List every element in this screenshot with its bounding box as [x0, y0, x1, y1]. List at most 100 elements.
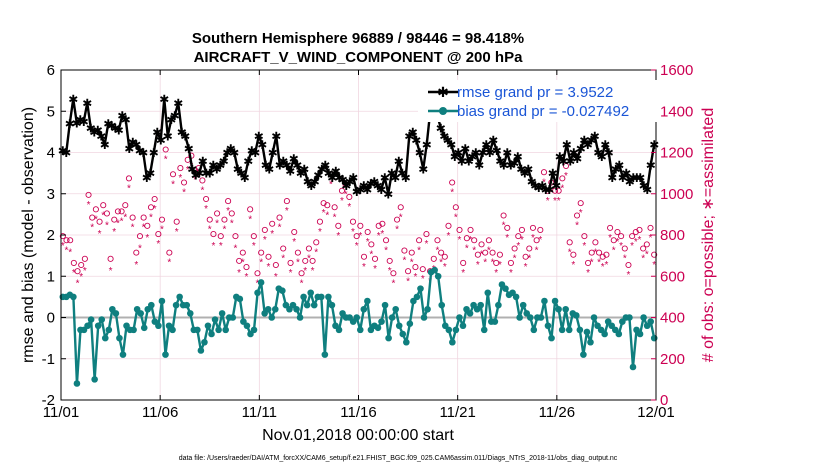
x-tick-label: 12/01: [637, 404, 675, 421]
bias-point: [186, 310, 194, 317]
obs-assimilated-point: *: [72, 268, 76, 279]
rmse-point: ✱: [58, 144, 68, 158]
obs-assimilated-point: *: [546, 196, 550, 207]
obs-possible-point: [283, 198, 290, 205]
bias-point: [183, 301, 191, 309]
obs-possible-point: [621, 245, 628, 252]
bias-point: [615, 330, 623, 338]
obs-possible-point: [438, 249, 445, 256]
obs-possible-point: [511, 245, 518, 252]
obs-possible-point: [408, 249, 415, 256]
obs-possible-point: [331, 204, 338, 211]
obs-possible-point: [485, 237, 492, 244]
obs-assimilated-point: *: [167, 258, 171, 269]
obs-possible-point: [335, 222, 342, 229]
obs-possible-point: [151, 195, 158, 203]
rmse-point: ✱: [621, 167, 631, 181]
obs-assimilated-point: *: [197, 173, 201, 184]
obs-assimilated-point: *: [112, 227, 116, 238]
obs-assimilated-point: *: [215, 219, 219, 230]
rmse-point: ✱: [152, 125, 162, 139]
obs-possible-point: [445, 222, 452, 229]
obs-assimilated-point: *: [314, 247, 318, 258]
bias-point: [541, 297, 548, 305]
obs-possible-point: [496, 251, 503, 258]
obs-assimilated-point: *: [439, 258, 443, 269]
rmse-point: ✱: [89, 125, 99, 139]
obs-possible-point: [313, 239, 320, 246]
rmse-point: ✱: [478, 146, 488, 160]
obs-assimilated-point: *: [160, 225, 164, 236]
bias-point: [300, 293, 307, 301]
rmse-point: ✱: [408, 125, 418, 139]
rmse-point: ✱: [219, 154, 229, 168]
obs-possible-point: [107, 255, 114, 262]
rmse-point: ✱: [159, 92, 169, 106]
obs-assimilated-point: *: [234, 243, 238, 254]
rmse-point: ✱: [387, 167, 397, 181]
obs-possible-point: [206, 216, 213, 223]
obs-assimilated-point: *: [391, 278, 395, 289]
obs-assimilated-point: *: [109, 266, 113, 277]
obs-assimilated-point: *: [564, 171, 568, 182]
rmse-point: ✱: [68, 92, 78, 106]
obs-possible-point: [114, 208, 121, 215]
bias-point: [385, 334, 392, 342]
obs-possible-point: [239, 249, 246, 256]
obs-possible-point: [158, 216, 166, 223]
obs-assimilated-point: *: [347, 202, 351, 213]
y-tick-label: 4: [47, 145, 55, 162]
obs-possible-point: [78, 261, 85, 269]
obs-assimilated-point: *: [593, 247, 597, 258]
obs-assimilated-point: *: [535, 245, 539, 256]
obs-assimilated-point: *: [65, 245, 69, 256]
obs-possible-point: [346, 193, 353, 200]
rmse-point: ✱: [292, 158, 302, 172]
obs-assimilated-point: *: [285, 206, 289, 217]
obs-assimilated-point: *: [553, 196, 557, 207]
obs-possible-point: [225, 198, 232, 205]
obs-possible-point: [474, 251, 481, 258]
bias-point: [296, 314, 304, 321]
legend: ✱ rmse grand pr = 3.9522 bias grand pr =…: [418, 80, 658, 122]
rmse-point: ✱: [222, 146, 232, 160]
obs-assimilated-point: *: [612, 245, 616, 256]
obs-possible-point: [401, 247, 408, 254]
obs-assimilated-point: *: [153, 204, 157, 215]
bias-point: [452, 326, 460, 334]
rmse-point: ✱: [485, 146, 495, 160]
obs-possible-point: [254, 270, 261, 277]
obs-assimilated-point: *: [421, 274, 425, 285]
rmse-point: ✱: [226, 142, 236, 156]
obs-assimilated-point: *: [79, 272, 83, 283]
rmse-point: ✱: [604, 146, 614, 160]
bias-point: [537, 314, 545, 321]
obs-possible-point: [526, 245, 533, 252]
obs-assimilated-point: *: [344, 190, 348, 201]
legend-box: [418, 80, 658, 122]
bias-point: [140, 324, 148, 332]
obs-assimilated-point: *: [358, 231, 362, 242]
rmse-point: ✱: [397, 167, 407, 181]
obs-possible-point: [140, 214, 147, 221]
obs-possible-point: [129, 214, 136, 221]
obs-possible-point: [614, 228, 621, 236]
rmse-point: ✱: [114, 123, 124, 137]
obs-assimilated-point: *: [513, 254, 517, 265]
obs-assimilated-point: *: [90, 223, 94, 234]
obs-assimilated-point: *: [568, 247, 572, 258]
rmse-point: ✱: [583, 138, 593, 152]
rmse-point: ✱: [296, 167, 306, 181]
rmse-point: ✱: [110, 121, 120, 135]
bias-point: [172, 301, 180, 309]
bias-point: [318, 293, 325, 301]
obs-assimilated-point: *: [76, 278, 80, 289]
obs-assimilated-point: *: [604, 260, 608, 271]
obs-possible-point: [368, 241, 375, 248]
obs-assimilated-point: *: [505, 233, 509, 244]
obs-possible-point: [537, 226, 544, 233]
rmse-point: ✱: [205, 167, 215, 181]
obs-assimilated-point: *: [259, 258, 263, 269]
obs-assimilated-point: *: [406, 276, 410, 287]
obs-assimilated-point: *: [399, 212, 403, 223]
